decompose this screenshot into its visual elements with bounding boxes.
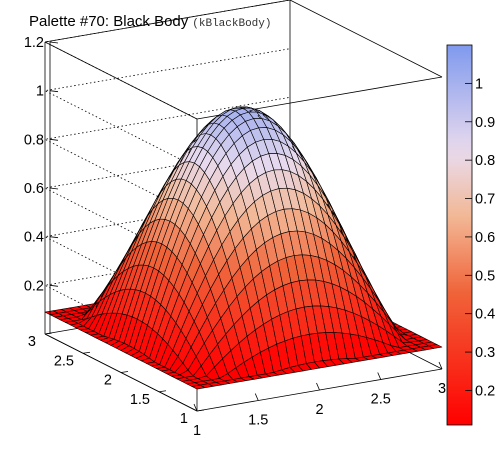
- x-tick-label-1: 1.5: [248, 413, 268, 429]
- y-tick-label-3: 2.5: [54, 353, 74, 369]
- frame-edge-5: [290, 0, 442, 77]
- y-tick-1: [159, 391, 166, 392]
- colorbar-tick-label-2: 0.4: [475, 307, 495, 323]
- y-tick-label-2: 2: [104, 373, 112, 389]
- y-tick-label-1: 1.5: [130, 392, 150, 408]
- z-tick-label-3: 0.8: [24, 132, 44, 148]
- z-tick-label-5: 1.2: [24, 35, 44, 51]
- colorbar-tick-label-6: 0.8: [475, 153, 495, 169]
- z-tick-5: [50, 42, 58, 43]
- y-tick-2: [121, 372, 128, 373]
- x-tick-label-4: 3: [438, 381, 446, 397]
- colorbar-tick-label-3: 0.5: [475, 268, 495, 284]
- colorbar-tick-label-1: 0.3: [475, 345, 495, 361]
- colorbar-tick-label-5: 0.7: [475, 192, 495, 208]
- z-tick-0: [50, 285, 58, 286]
- x-tick-label-0: 1: [193, 423, 201, 439]
- x-tick-3: [378, 373, 381, 380]
- frame-edge-4: [45, 0, 290, 42]
- x-tick-label-2: 2: [315, 402, 323, 418]
- y-tick-3: [83, 352, 90, 353]
- surface-mesh: [45, 107, 442, 389]
- gridline-z-5: [45, 0, 290, 119]
- z-tick-2: [50, 188, 58, 189]
- colorbar-tick-label-4: 0.6: [475, 230, 495, 246]
- x-tick-1: [255, 394, 258, 401]
- colorbar-tick-label-8: 1: [475, 76, 483, 92]
- x-tick-label-3: 2.5: [371, 392, 391, 408]
- colorbar-tick-label-0: 0.2: [475, 383, 495, 399]
- z-tick-label-2: 0.6: [24, 181, 44, 197]
- z-tick-1: [50, 237, 58, 238]
- y-tick-label-4: 3: [28, 334, 36, 350]
- z-tick-label-0: 0.2: [24, 278, 44, 294]
- colorbar-tick-label-7: 0.9: [475, 115, 495, 131]
- x-tick-2: [317, 383, 320, 390]
- z-tick-4: [50, 91, 58, 92]
- z-tick-3: [50, 139, 58, 140]
- z-tick-label-4: 1: [36, 84, 44, 100]
- y-tick-4: [45, 333, 52, 334]
- frame-edge-3: [45, 42, 197, 119]
- y-tick-label-0: 1: [180, 411, 188, 427]
- z-tick-label-1: 0.4: [24, 230, 44, 246]
- colorbar-gradient: [447, 45, 472, 425]
- color-palette-bar: 0.2 0.3 0.4 0.5 0.6 0.7 0.8 0.9 1: [447, 45, 495, 425]
